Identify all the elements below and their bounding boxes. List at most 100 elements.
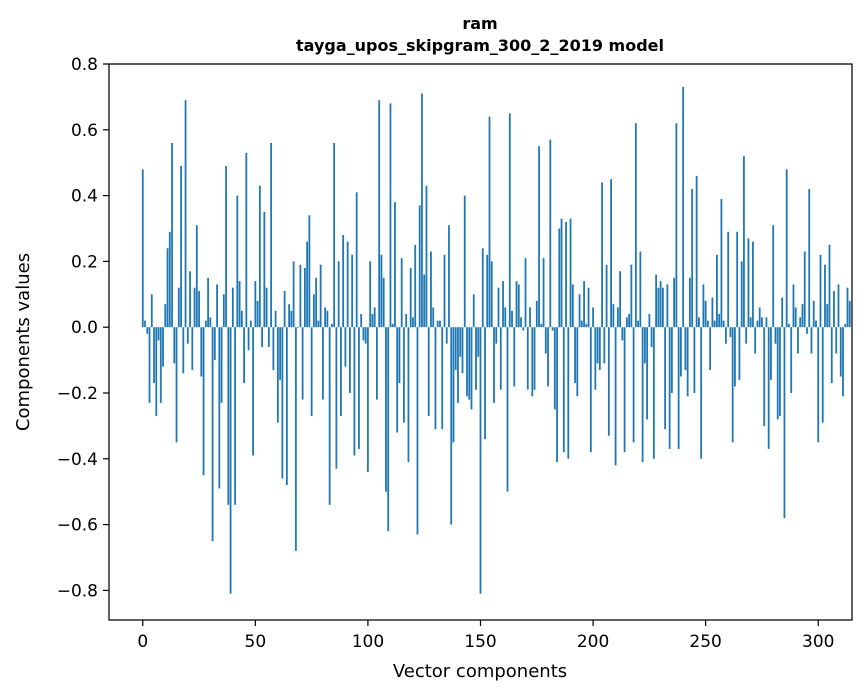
bar-12 bbox=[168, 231, 171, 328]
bar-249 bbox=[702, 284, 705, 328]
bar-39 bbox=[229, 327, 232, 594]
bar-268 bbox=[745, 327, 748, 344]
bar-46 bbox=[245, 152, 248, 328]
bar-285 bbox=[783, 327, 786, 519]
bar-24 bbox=[195, 225, 198, 328]
bar-128 bbox=[430, 251, 432, 328]
bar-307 bbox=[833, 291, 835, 328]
bar-161 bbox=[504, 307, 507, 328]
bar-41 bbox=[234, 327, 236, 505]
y-axis-ticks: −0.8 −0.6 −0.4 −0.2 0.0 0.2 0.4 0.6 0.8 bbox=[57, 55, 109, 601]
bar-196 bbox=[583, 281, 585, 328]
bar-166 bbox=[515, 281, 518, 328]
bar-72 bbox=[303, 267, 306, 328]
x-tick-label: 250 bbox=[689, 632, 721, 652]
bar-279 bbox=[770, 327, 772, 380]
bar-182 bbox=[551, 327, 554, 331]
bar-51 bbox=[256, 300, 259, 328]
bar-209 bbox=[612, 304, 615, 328]
bar-23 bbox=[193, 287, 196, 328]
bar-205 bbox=[603, 327, 606, 364]
bar-214 bbox=[623, 327, 626, 453]
bar-57 bbox=[270, 142, 273, 328]
bar-120 bbox=[412, 317, 414, 328]
bar-264 bbox=[736, 231, 739, 328]
bar-177 bbox=[540, 323, 543, 328]
bar-132 bbox=[439, 320, 441, 328]
bar-252 bbox=[709, 327, 712, 370]
bar-133 bbox=[441, 327, 444, 430]
bar-159 bbox=[499, 327, 502, 390]
bar-108 bbox=[385, 327, 387, 492]
bar-134 bbox=[443, 254, 446, 328]
bar-223 bbox=[643, 327, 646, 364]
bar-95 bbox=[355, 192, 358, 328]
bar-113 bbox=[396, 327, 399, 433]
bar-130 bbox=[434, 327, 437, 430]
bar-277 bbox=[765, 317, 768, 328]
bar-265 bbox=[738, 327, 741, 380]
x-tick-label: 200 bbox=[577, 632, 609, 652]
bar-45 bbox=[243, 327, 245, 384]
x-tick-label: 100 bbox=[352, 632, 384, 652]
bar-175 bbox=[535, 300, 538, 328]
bar-301 bbox=[819, 254, 822, 328]
bar-227 bbox=[652, 327, 655, 459]
bar-246 bbox=[695, 175, 698, 328]
bar-238 bbox=[677, 327, 680, 449]
bar-28 bbox=[204, 320, 207, 328]
bar-40 bbox=[231, 287, 234, 328]
bar-241 bbox=[684, 327, 687, 370]
bar-236 bbox=[673, 277, 676, 328]
bar-1 bbox=[144, 320, 146, 328]
y-tick-label: 0.0 bbox=[71, 318, 98, 338]
bar-271 bbox=[752, 241, 754, 328]
bar-309 bbox=[837, 284, 840, 328]
bar-194 bbox=[578, 294, 581, 328]
bar-167 bbox=[517, 284, 520, 328]
bar-85 bbox=[333, 142, 336, 328]
bar-30 bbox=[209, 317, 212, 328]
bar-193 bbox=[576, 327, 579, 397]
bar-25 bbox=[198, 291, 200, 328]
bar-33 bbox=[216, 284, 218, 328]
bar-127 bbox=[427, 327, 430, 417]
y-tick-label: 0.6 bbox=[71, 121, 98, 141]
x-tick-label: 150 bbox=[464, 632, 496, 652]
bar-88 bbox=[340, 327, 342, 417]
bar-56 bbox=[267, 327, 270, 347]
bar-231 bbox=[661, 287, 664, 328]
bar-22 bbox=[191, 327, 194, 370]
bar-80 bbox=[321, 327, 324, 400]
bar-213 bbox=[621, 327, 624, 341]
bar-74 bbox=[308, 215, 311, 328]
bar-143 bbox=[463, 195, 466, 328]
bar-298 bbox=[812, 300, 815, 328]
bar-50 bbox=[254, 281, 257, 328]
y-axis-label: Components values bbox=[13, 253, 34, 431]
bar-21 bbox=[189, 271, 191, 328]
bar-273 bbox=[756, 320, 759, 328]
bar-206 bbox=[605, 264, 608, 328]
bar-122 bbox=[416, 327, 419, 535]
bar-248 bbox=[700, 327, 703, 459]
bar-171 bbox=[526, 327, 529, 390]
bar-195 bbox=[580, 320, 583, 328]
x-axis-label: Vector components bbox=[393, 661, 567, 682]
bar-5 bbox=[153, 327, 155, 384]
bar-245 bbox=[693, 327, 696, 393]
bar-284 bbox=[781, 297, 784, 328]
bar-242 bbox=[686, 327, 689, 397]
bar-70 bbox=[299, 264, 302, 328]
bar-87 bbox=[337, 261, 340, 328]
bar-232 bbox=[664, 327, 667, 430]
bar-239 bbox=[679, 327, 682, 377]
bar-292 bbox=[799, 317, 802, 328]
bar-296 bbox=[808, 189, 811, 328]
bar-229 bbox=[657, 287, 660, 328]
bar-103 bbox=[373, 307, 376, 328]
bar-0 bbox=[141, 169, 144, 328]
x-tick-label: 300 bbox=[802, 632, 834, 652]
bar-106 bbox=[380, 254, 383, 328]
bar-282 bbox=[776, 327, 779, 420]
